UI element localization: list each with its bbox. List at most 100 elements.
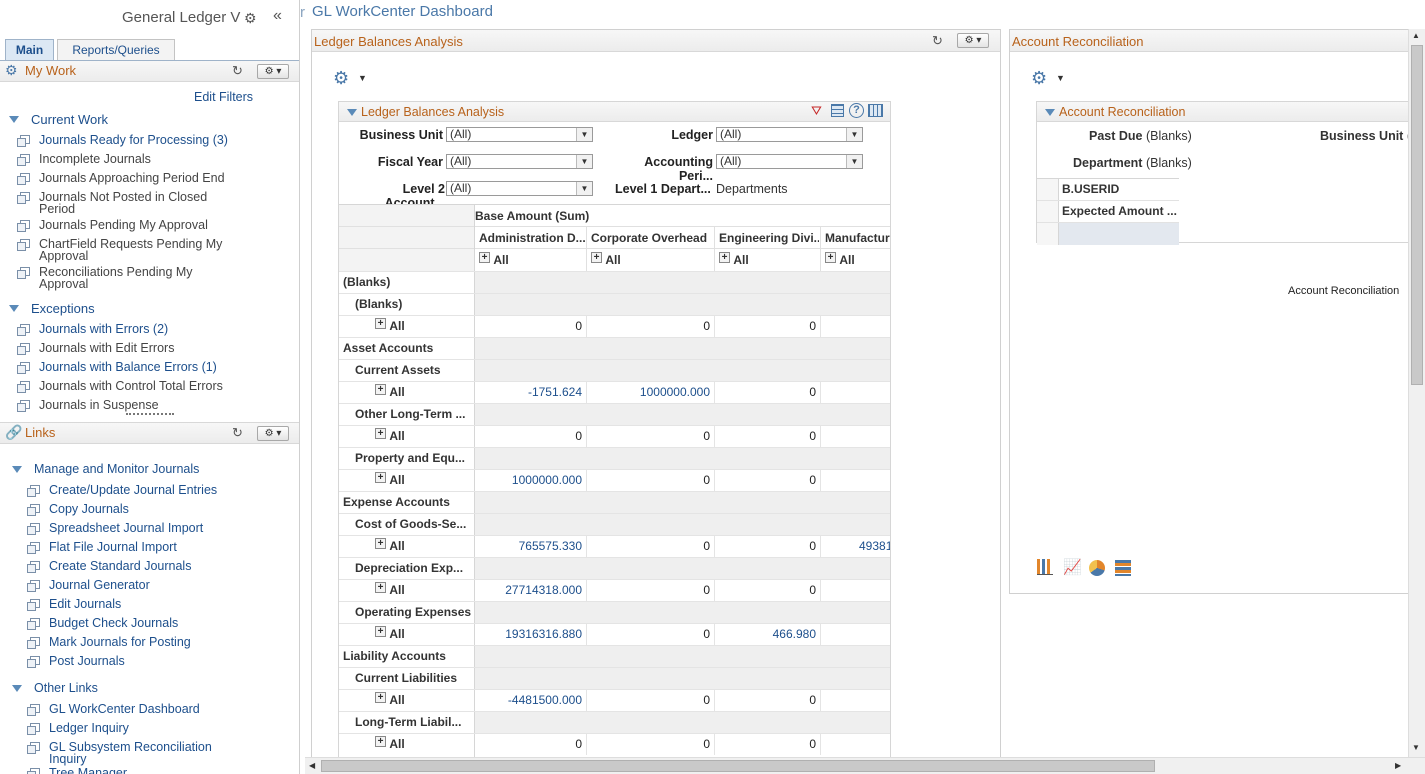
- row-expand-all[interactable]: + All: [375, 315, 471, 337]
- row-group-label[interactable]: Current Liabilities: [355, 671, 458, 685]
- business-unit-select[interactable]: (All) ▼: [446, 127, 593, 142]
- expand-plus-icon[interactable]: +: [375, 428, 386, 439]
- mywork-refresh-icon[interactable]: ↻: [232, 63, 243, 78]
- expand-plus-icon[interactable]: +: [825, 252, 836, 263]
- manage-link[interactable]: Copy Journals: [49, 502, 129, 516]
- manage-link[interactable]: Create Standard Journals: [49, 559, 192, 573]
- grid-view-icon[interactable]: [831, 104, 844, 117]
- other-link[interactable]: Tree Manager: [49, 766, 128, 774]
- recon-actions-gear-icon[interactable]: ⚙: [1031, 68, 1048, 88]
- manage-link[interactable]: Spreadsheet Journal Import: [49, 521, 204, 535]
- row-group-label[interactable]: (Blanks): [343, 275, 391, 289]
- row-group-label[interactable]: Long-Term Liabil...: [355, 715, 462, 729]
- column-header[interactable]: Administration D...: [479, 231, 585, 245]
- line-chart-icon[interactable]: 📈: [1063, 559, 1082, 576]
- ledger-select[interactable]: (All) ▼: [716, 127, 863, 142]
- ledger-actions-dropdown-icon[interactable]: ▼: [358, 73, 367, 83]
- expand-plus-icon[interactable]: +: [479, 252, 490, 263]
- expand-plus-icon[interactable]: +: [375, 384, 386, 395]
- expand-plus-icon[interactable]: +: [375, 538, 386, 549]
- manage-link[interactable]: Budget Check Journals: [49, 616, 179, 630]
- column-header[interactable]: Engineering Divi...: [719, 231, 819, 245]
- row-expand-all[interactable]: + All: [375, 579, 471, 601]
- pivot-toggle-icon[interactable]: [347, 109, 357, 116]
- manage-link[interactable]: Journal Generator: [49, 578, 150, 592]
- row-group-label[interactable]: Property and Equ...: [355, 451, 466, 465]
- exception-item[interactable]: Journals with Control Total Errors: [39, 379, 223, 393]
- other-links-title[interactable]: Other Links: [34, 681, 98, 695]
- current-work-item[interactable]: ChartField Requests Pending My Approval: [39, 237, 223, 263]
- row-group-label[interactable]: Asset Accounts: [343, 341, 434, 355]
- pie-chart-icon[interactable]: [1089, 560, 1105, 576]
- current-work-item[interactable]: Incomplete Journals: [39, 152, 151, 166]
- column-expand-all[interactable]: + All: [825, 249, 890, 271]
- other-link[interactable]: GL WorkCenter Dashboard: [49, 702, 200, 716]
- expand-plus-icon[interactable]: +: [375, 318, 386, 329]
- ledger-refresh-icon[interactable]: ↻: [932, 33, 943, 48]
- expand-plus-icon[interactable]: +: [375, 582, 386, 593]
- row-expand-all[interactable]: + All: [375, 469, 471, 491]
- settings-icon[interactable]: ⚙: [244, 10, 257, 26]
- bar-chart-icon[interactable]: [1037, 559, 1053, 575]
- current-work-title[interactable]: Current Work: [31, 112, 109, 127]
- help-icon[interactable]: ?: [849, 103, 864, 118]
- value-cell[interactable]: -4481500.000: [507, 693, 582, 707]
- manage-link[interactable]: Create/Update Journal Entries: [49, 483, 218, 497]
- current-work-item[interactable]: Reconciliations Pending My Approval: [39, 265, 193, 291]
- vertical-scrollbar[interactable]: ▲ ▼: [1408, 29, 1425, 757]
- value-cell[interactable]: 49381: [859, 539, 891, 553]
- value-cell[interactable]: -1751.624: [527, 385, 582, 399]
- exception-item[interactable]: Journals with Balance Errors (1): [39, 360, 217, 374]
- row-expand-all[interactable]: + All: [375, 733, 471, 755]
- column-header[interactable]: Manufactur: [825, 231, 890, 245]
- other-links-toggle-icon[interactable]: [12, 685, 22, 692]
- value-cell[interactable]: 765575.330: [518, 539, 582, 553]
- row-group-label[interactable]: Liability Accounts: [343, 649, 446, 663]
- scroll-right-icon[interactable]: ▶: [1395, 761, 1402, 770]
- manage-link[interactable]: Edit Journals: [49, 597, 122, 611]
- manage-toggle-icon[interactable]: [12, 466, 22, 473]
- expand-plus-icon[interactable]: +: [375, 736, 386, 747]
- value-cell[interactable]: 1000000.000: [639, 385, 710, 399]
- department-filter[interactable]: Department (Blanks): [1073, 156, 1192, 170]
- column-expand-all[interactable]: + All: [591, 249, 713, 271]
- exceptions-toggle-icon[interactable]: [9, 305, 19, 312]
- manage-title[interactable]: Manage and Monitor Journals: [34, 462, 200, 476]
- ledger-options-button[interactable]: ⚙ ▾: [957, 33, 989, 48]
- exception-item[interactable]: Journals with Edit Errors: [39, 341, 175, 355]
- tab-main[interactable]: Main: [5, 39, 54, 60]
- current-work-item[interactable]: Journals Ready for Processing (3): [39, 133, 228, 147]
- manage-link[interactable]: Post Journals: [49, 654, 125, 668]
- exceptions-title[interactable]: Exceptions: [31, 301, 95, 316]
- collapse-icon[interactable]: «: [273, 7, 282, 24]
- scroll-down-icon[interactable]: ▼: [1412, 743, 1420, 752]
- ledger-actions-gear-icon[interactable]: ⚙: [333, 68, 350, 88]
- value-cell[interactable]: 1000000.000: [511, 473, 582, 487]
- row-group-label[interactable]: Operating Expenses: [355, 605, 472, 619]
- exception-item[interactable]: Journals in Suspense: [39, 398, 159, 412]
- accounting-period-select[interactable]: (All) ▼: [716, 154, 863, 169]
- tab-reports-queries[interactable]: Reports/Queries: [57, 39, 175, 60]
- current-work-item[interactable]: Journals Approaching Period End: [39, 171, 225, 185]
- row-expand-all[interactable]: + All: [375, 425, 471, 447]
- past-due-filter[interactable]: Past Due (Blanks): [1089, 129, 1192, 143]
- value-cell[interactable]: 27714318.000: [505, 583, 582, 597]
- column-expand-all[interactable]: + All: [479, 249, 585, 271]
- level2-account-select[interactable]: (All) ▼: [446, 181, 593, 196]
- horizontal-scrollbar[interactable]: ◀ ▶: [305, 757, 1425, 774]
- mywork-options-button[interactable]: ⚙ ▾: [257, 64, 289, 79]
- value-cell[interactable]: 19316316.880: [505, 627, 582, 641]
- current-work-toggle-icon[interactable]: [9, 116, 19, 123]
- column-expand-all[interactable]: + All: [719, 249, 819, 271]
- recon-business-unit-filter[interactable]: Business Unit (: [1320, 129, 1409, 143]
- recon-pivot-toggle-icon[interactable]: [1045, 109, 1055, 116]
- stacked-chart-icon[interactable]: [1115, 560, 1131, 576]
- manage-link[interactable]: Mark Journals for Posting: [49, 635, 191, 649]
- current-work-item[interactable]: Journals Not Posted in Closed Period: [39, 190, 208, 216]
- row-group-label[interactable]: Other Long-Term ...: [355, 407, 466, 421]
- scroll-thumb[interactable]: [1411, 45, 1423, 385]
- recon-actions-dropdown-icon[interactable]: ▼: [1056, 73, 1065, 83]
- scroll-left-icon[interactable]: ◀: [309, 761, 316, 770]
- expand-plus-icon[interactable]: +: [375, 626, 386, 637]
- fiscal-year-select[interactable]: (All) ▼: [446, 154, 593, 169]
